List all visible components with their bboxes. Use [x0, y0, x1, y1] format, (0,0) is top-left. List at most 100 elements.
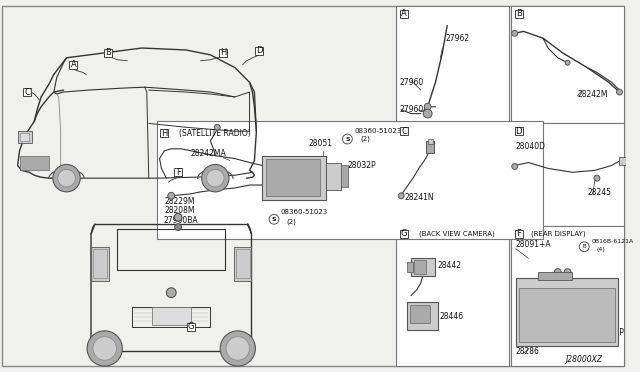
Text: 28032P: 28032P [348, 161, 376, 170]
Circle shape [174, 214, 182, 221]
Text: 0B16B-6121A: 0B16B-6121A [592, 239, 634, 244]
Circle shape [342, 134, 352, 144]
Circle shape [214, 124, 220, 130]
Bar [18, 131, 32, 143]
Text: 08360-51023: 08360-51023 [355, 128, 401, 134]
Bar [511, 6, 625, 124]
Bar [426, 141, 433, 153]
Text: 27962: 27962 [445, 34, 469, 43]
Text: G: G [401, 230, 408, 238]
Circle shape [423, 109, 432, 118]
Bar [400, 230, 408, 238]
Bar [104, 49, 111, 57]
Circle shape [166, 288, 176, 298]
Text: D: D [515, 127, 522, 136]
Text: 28033M: 28033M [282, 181, 312, 190]
Bar [515, 10, 523, 18]
Circle shape [58, 169, 76, 187]
Circle shape [168, 192, 175, 199]
Bar [24, 88, 31, 96]
Circle shape [207, 169, 224, 187]
Text: 28446: 28446 [440, 312, 463, 321]
Circle shape [616, 89, 622, 95]
Circle shape [269, 214, 279, 224]
Circle shape [202, 164, 229, 192]
Bar [20, 133, 29, 141]
Bar [518, 288, 614, 341]
Bar [515, 127, 523, 135]
Bar [255, 47, 263, 55]
Bar [414, 260, 426, 274]
Text: A: A [70, 60, 76, 69]
Circle shape [93, 337, 116, 360]
Bar [236, 248, 250, 278]
Circle shape [398, 193, 404, 199]
Text: (BACK VIEW CAMERA): (BACK VIEW CAMERA) [419, 231, 495, 237]
Circle shape [53, 164, 80, 192]
Bar [407, 302, 438, 330]
Circle shape [564, 269, 571, 276]
Text: 28286: 28286 [516, 347, 540, 356]
Text: (REAR DISPLAY): (REAR DISPLAY) [531, 231, 586, 237]
Bar [157, 121, 543, 239]
Circle shape [565, 60, 570, 65]
Bar [161, 129, 168, 137]
Text: 28241N: 28241N [404, 193, 434, 202]
Text: 28091+A: 28091+A [516, 240, 551, 248]
Text: 79913P: 79913P [595, 328, 624, 337]
Bar [266, 158, 320, 196]
Bar [93, 248, 107, 278]
Text: F: F [175, 168, 180, 177]
Circle shape [175, 224, 182, 231]
Text: 28242M: 28242M [577, 90, 608, 99]
Bar [396, 124, 509, 226]
Circle shape [554, 269, 561, 276]
Text: 28040D: 28040D [516, 142, 546, 151]
Bar [516, 278, 618, 346]
Bar [70, 61, 77, 68]
Bar [400, 10, 408, 18]
Bar [515, 230, 523, 238]
Bar [410, 305, 429, 323]
Bar [20, 155, 49, 170]
Circle shape [512, 31, 518, 36]
Text: 28242MA: 28242MA [191, 149, 227, 158]
Text: 28051: 28051 [308, 139, 332, 148]
Bar [396, 6, 509, 124]
Bar [428, 139, 433, 144]
Bar [174, 169, 182, 176]
Circle shape [594, 175, 600, 181]
Bar [326, 163, 340, 190]
Bar [407, 262, 413, 272]
Bar [411, 259, 435, 276]
Text: (4): (4) [597, 247, 605, 251]
Text: H: H [161, 129, 168, 138]
Circle shape [512, 163, 518, 169]
Text: 28442: 28442 [437, 261, 461, 270]
Text: 28245: 28245 [587, 188, 611, 197]
Text: H: H [220, 48, 227, 57]
Bar [400, 127, 408, 135]
Bar [511, 226, 625, 366]
Text: F: F [516, 230, 521, 238]
Circle shape [87, 331, 122, 366]
Text: 28208M: 28208M [164, 206, 195, 215]
Text: (2): (2) [360, 136, 370, 142]
Text: 28229M: 28229M [164, 197, 195, 206]
Text: G: G [188, 323, 194, 331]
Text: D: D [256, 46, 262, 55]
Text: S: S [272, 217, 276, 222]
Bar [220, 49, 227, 57]
Circle shape [424, 103, 431, 110]
Bar [620, 157, 629, 166]
Text: (SATELLITE RADIO): (SATELLITE RADIO) [179, 129, 251, 138]
Text: A: A [401, 9, 407, 18]
Bar [396, 226, 509, 366]
Bar [234, 247, 252, 281]
Circle shape [226, 337, 250, 360]
Bar [340, 166, 348, 187]
Bar [538, 272, 572, 280]
Circle shape [220, 331, 255, 366]
Bar [91, 247, 109, 281]
Text: B: B [105, 48, 111, 57]
